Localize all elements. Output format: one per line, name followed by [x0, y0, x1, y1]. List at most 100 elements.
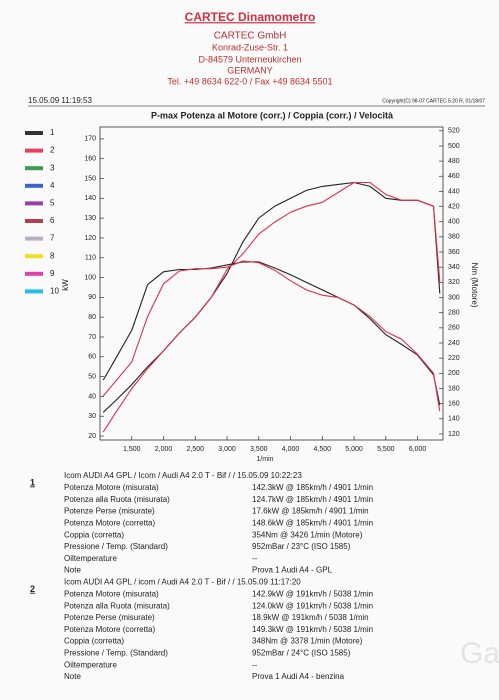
- result-label: Potenze Perse (misurate): [64, 507, 155, 516]
- result-value: 17.6kW @ 185km/h / 4901 1/min: [252, 507, 369, 516]
- legend-swatch: [25, 236, 43, 241]
- result-label: Coppia (corretta): [64, 637, 124, 646]
- y-tick-label: 40: [88, 393, 96, 400]
- date: 15.05.09 11:19:53: [28, 96, 92, 105]
- result-value: 124.0kW @ 191km/h / 5038 1/min: [252, 601, 373, 610]
- copyright: Copyright(C) 98-07 CARTEC 5.20 R, 01/18/…: [382, 98, 485, 104]
- y-tick-label: 70: [88, 334, 96, 341]
- x-tick-label: 3,000: [218, 446, 236, 453]
- legend-label: 3: [50, 163, 55, 172]
- result-value: Prova 1 Audi A4 - GPL: [252, 566, 333, 575]
- result-label: Potenza Motore (corretta): [64, 519, 155, 528]
- legend-label: 2: [50, 146, 55, 155]
- legend-swatch: [25, 254, 43, 259]
- y-tick-label: 80: [88, 314, 96, 321]
- result-value: 952mBar / 23°C (ISO 1585): [252, 542, 351, 551]
- city: D-84579 Unterneukirchen: [198, 54, 301, 64]
- result-label: Potenza Motore (corretta): [64, 625, 155, 634]
- y2-tick-label: 140: [448, 416, 460, 423]
- y-tick-label: 110: [85, 255, 96, 262]
- run-number: 2: [30, 584, 35, 594]
- legend-label: 7: [50, 234, 55, 243]
- result-label: Pressione / Temp. (Standard): [64, 649, 168, 658]
- result-label: Note: [64, 566, 81, 575]
- x-tick-label: 3,500: [250, 446, 268, 453]
- data-line: [102, 181, 441, 433]
- x-axis-label: 1/min: [256, 456, 273, 463]
- y2-tick-label: 200: [448, 370, 460, 377]
- result-value: --: [252, 660, 258, 669]
- legend-label: 6: [50, 216, 55, 225]
- result-label: Potenze Perse (misurate): [64, 613, 155, 622]
- x-tick-label: 2,500: [187, 446, 205, 453]
- street: Konrad-Zuse-Str. 1: [212, 42, 288, 52]
- y-tick-label: 20: [88, 433, 96, 440]
- phone: Tel. +49 8634 622-0 / Fax +49 8634 5501: [167, 76, 332, 86]
- y2-tick-label: 400: [448, 219, 460, 226]
- y2-tick-label: 440: [448, 188, 460, 195]
- y2-tick-label: 380: [448, 234, 460, 241]
- legend-label: 10: [50, 287, 59, 296]
- plot-frame: [99, 126, 444, 441]
- y-tick-label: 50: [88, 373, 96, 380]
- result-label: Note: [64, 672, 81, 681]
- y2-tick-label: 260: [448, 325, 460, 332]
- x-tick-label: 4,000: [282, 446, 300, 453]
- y2-tick-label: 280: [448, 310, 460, 317]
- result-value: 952mBar / 24°C (ISO 1585): [252, 649, 351, 658]
- result-label: Coppia (corretta): [64, 530, 124, 539]
- y-tick-label: 120: [84, 235, 96, 242]
- legend-label: 8: [50, 251, 55, 260]
- result-value: 148.6kW @ 185km/h / 4901 1/min: [252, 519, 373, 528]
- legend-swatch: [25, 183, 43, 188]
- y-tick-label: 170: [84, 136, 96, 143]
- legend-swatch: [25, 148, 43, 153]
- data-line: [102, 260, 441, 412]
- result-label: Oiltemperature: [64, 660, 117, 669]
- title: CARTEC Dinamometro: [185, 10, 316, 24]
- y2-tick-label: 480: [448, 158, 460, 165]
- result-value: 124.7kW @ 185km/h / 4901 1/min: [252, 495, 373, 504]
- x-tick-label: 1,500: [123, 446, 141, 453]
- y2-tick-label: 320: [448, 279, 460, 286]
- legend-swatch: [25, 131, 43, 135]
- country: GERMANY: [227, 65, 273, 75]
- result-label: Potenza Motore (misurata): [64, 590, 159, 599]
- y2-tick-label: 360: [448, 249, 460, 256]
- result-label: Potenza Motore (misurata): [64, 483, 159, 492]
- result-value: 354Nm @ 3426 1/min (Motore): [252, 530, 363, 539]
- result-value: 348Nm @ 3378 1/min (Motore): [252, 637, 363, 646]
- x-tick-label: 5,000: [345, 446, 363, 453]
- legend-label: 1: [50, 128, 55, 137]
- y2-tick-label: 160: [448, 400, 460, 407]
- x-tick-label: 6,000: [409, 446, 427, 453]
- chart-title: P-max Potenza al Motore (corr.) / Coppia…: [151, 110, 394, 120]
- y2-tick-label: 340: [448, 264, 460, 271]
- result-value: Prova 1 Audi A4 - benzina: [252, 672, 345, 681]
- legend-swatch: [25, 166, 43, 171]
- y-tick-label: 160: [84, 156, 96, 163]
- run-header: Icom AUDI A4 GPL / Icom / Audi A4 2.0 T …: [64, 471, 302, 480]
- result-value: --: [252, 554, 258, 563]
- y-tick-label: 90: [88, 294, 96, 301]
- y-axis-label: kW: [61, 279, 70, 291]
- result-label: Oiltemperature: [64, 554, 117, 563]
- y-tick-label: 130: [84, 215, 96, 222]
- y-tick-label: 30: [88, 413, 96, 420]
- result-label: Pressione / Temp. (Standard): [64, 542, 168, 551]
- legend-label: 4: [50, 181, 55, 190]
- company: CARTEC GmbH: [214, 31, 287, 42]
- y2-axis-label: Nm (Motore): [470, 263, 479, 308]
- result-label: Potenza alla Ruota (misurata): [64, 495, 170, 504]
- y-tick-label: 60: [88, 354, 96, 361]
- y2-tick-label: 420: [448, 203, 460, 210]
- legend-swatch: [25, 219, 43, 223]
- y2-tick-label: 220: [448, 355, 460, 362]
- legend-label: 5: [50, 199, 55, 208]
- y2-tick-label: 500: [448, 143, 460, 150]
- legend-label: 9: [50, 269, 55, 278]
- result-value: 142.9kW @ 191km/h / 5038 1/min: [252, 590, 373, 599]
- x-tick-label: 2,000: [155, 446, 173, 453]
